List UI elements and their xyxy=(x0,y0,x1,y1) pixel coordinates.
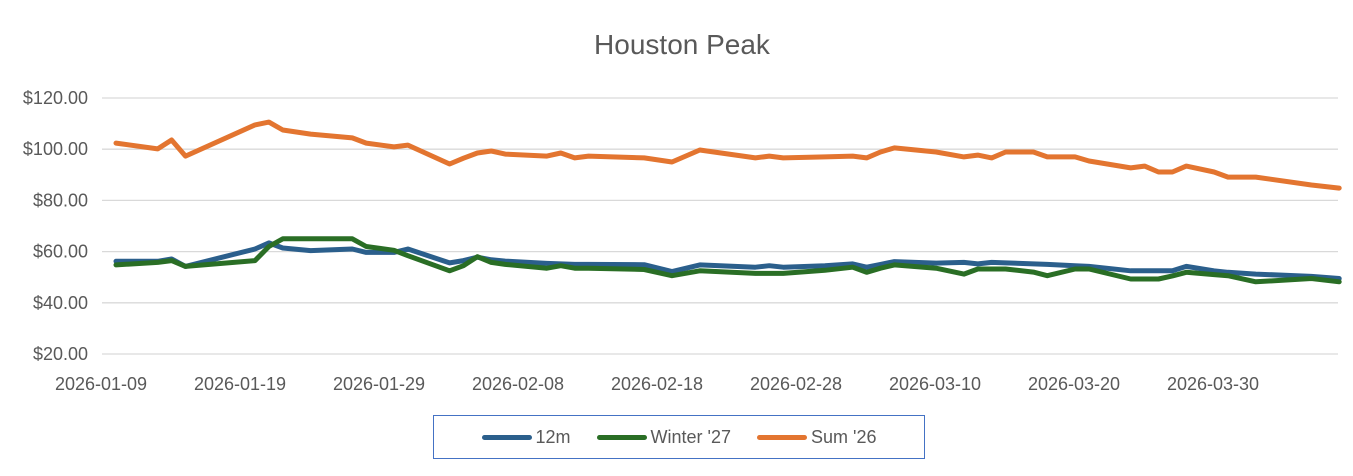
series-lines xyxy=(113,119,1342,285)
series-line-sum-26 xyxy=(113,119,1342,191)
y-tick-label: $60.00 xyxy=(33,242,88,262)
series-line-12m xyxy=(113,240,1342,281)
y-tick-label: $80.00 xyxy=(33,190,88,210)
y-axis-ticks: $20.00 $40.00 $60.00 $80.00 $100.00 $120.00 xyxy=(23,88,88,364)
x-tick-label: 2026-01-09 xyxy=(55,374,147,394)
legend-item: Winter '27 xyxy=(596,426,731,448)
legend-label: 12m xyxy=(535,426,571,447)
x-tick-label: 2026-03-20 xyxy=(1028,374,1120,394)
legend-item: 12m xyxy=(481,426,571,448)
legend: 12m Winter '27 Sum '26 xyxy=(433,415,925,459)
x-axis-ticks: 2026-01-09 2026-01-19 2026-01-29 2026-02-08… xyxy=(55,374,1259,394)
chart-title: Houston Peak xyxy=(594,29,771,60)
y-tick-label: $40.00 xyxy=(33,293,88,313)
x-tick-label: 2026-02-28 xyxy=(750,374,842,394)
x-tick-label: 2026-02-18 xyxy=(611,374,703,394)
legend-label: Sum '26 xyxy=(811,426,877,447)
y-tick-label: $100.00 xyxy=(23,139,88,159)
series-line-winter-27 xyxy=(113,236,1342,285)
legend-label: Winter '27 xyxy=(650,426,731,447)
legend-item: Sum '26 xyxy=(757,427,876,448)
x-tick-label: 2026-02-08 xyxy=(472,374,564,394)
x-tick-label: 2026-01-19 xyxy=(194,374,286,394)
y-tick-label: $20.00 xyxy=(33,344,88,364)
legend-line-icon xyxy=(596,434,647,440)
y-tick-label: $120.00 xyxy=(23,88,88,108)
gridlines xyxy=(102,97,1338,355)
x-tick-label: 2026-03-30 xyxy=(1167,374,1259,394)
x-tick-label: 2026-03-10 xyxy=(889,374,981,394)
legend-line-icon xyxy=(481,434,532,440)
x-tick-label: 2026-01-29 xyxy=(333,374,425,394)
legend-line-icon xyxy=(757,434,807,440)
